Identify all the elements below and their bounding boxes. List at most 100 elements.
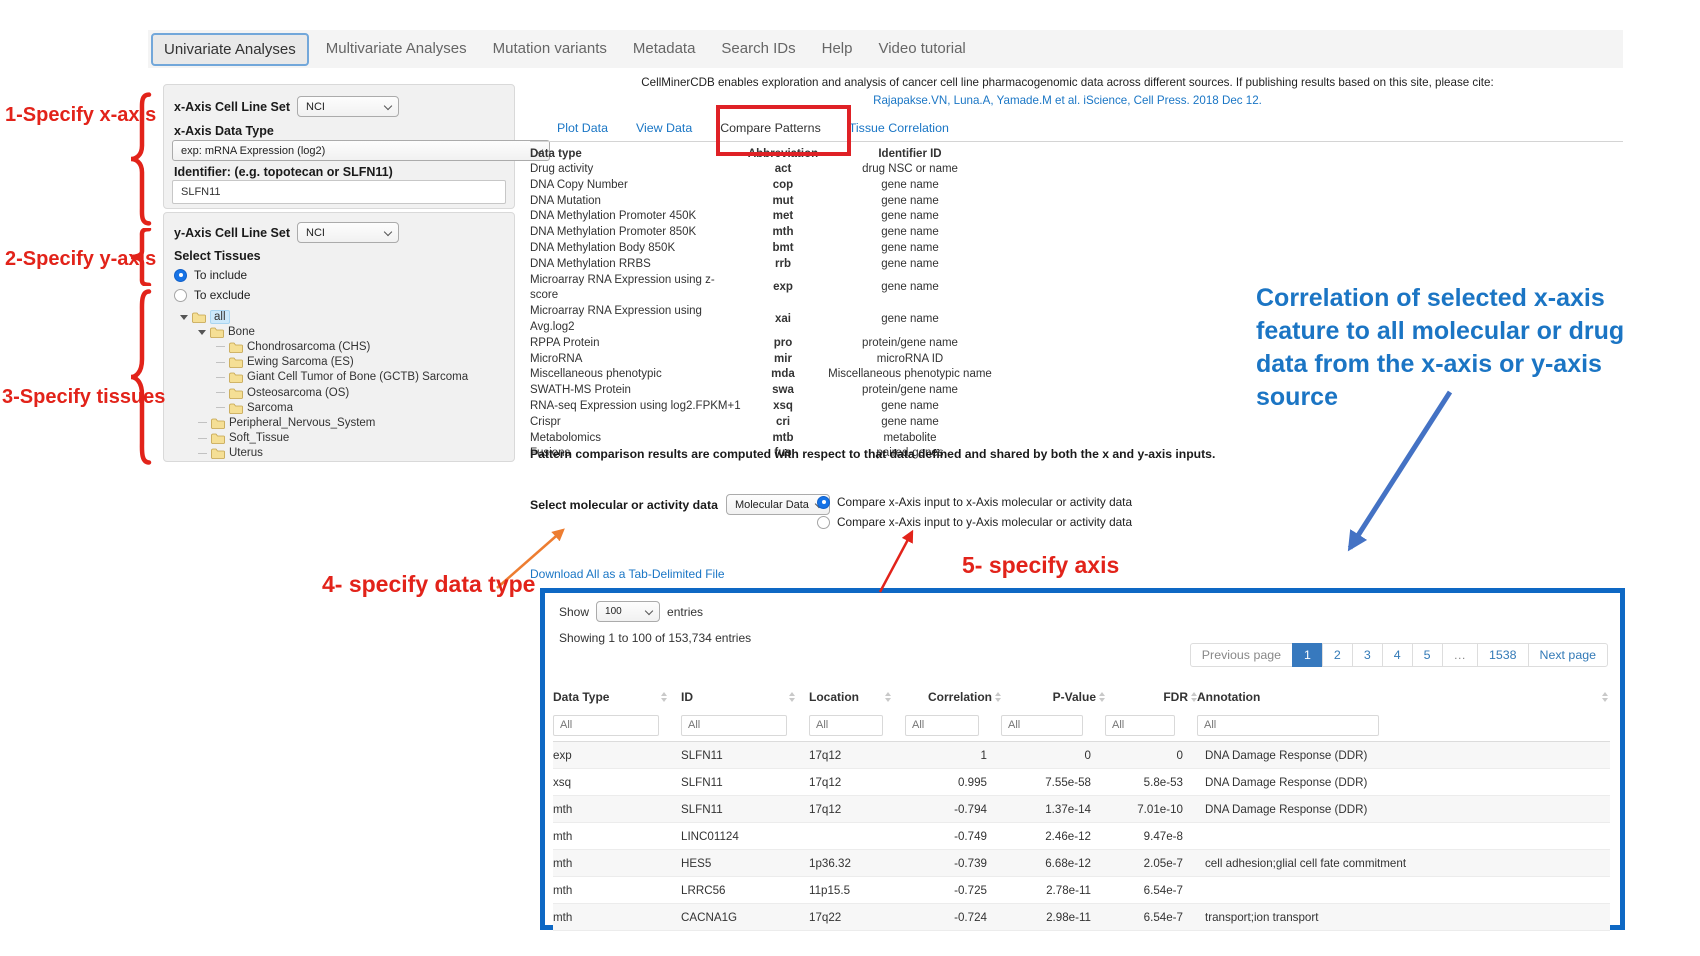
xaxis-data-type-select[interactable]: exp: mRNA Expression (log2) xyxy=(172,140,550,161)
tree-expand-icon[interactable] xyxy=(198,329,206,339)
annotation-step4: 4- specify data type xyxy=(322,571,536,597)
page-button-1538[interactable]: 1538 xyxy=(1476,643,1529,667)
datatype-cell: fus xyxy=(774,447,792,460)
datatype-cell: bmt xyxy=(772,241,794,254)
page-button-5[interactable]: 5 xyxy=(1411,643,1443,667)
radio-unselected-icon[interactable] xyxy=(817,515,830,529)
datatype-cell: protein/gene name xyxy=(862,384,958,397)
datatype-cell: drug NSC or name xyxy=(862,163,958,175)
sort-icon[interactable] xyxy=(661,689,667,705)
results-header-id[interactable]: ID xyxy=(681,689,809,705)
tree-connector-line xyxy=(216,392,225,394)
sort-icon[interactable] xyxy=(1602,689,1608,705)
tree-item-osteosarcoma-os[interactable]: Osteosarcoma (OS) xyxy=(174,385,510,400)
nav-tab-mutation-variants[interactable]: Mutation variants xyxy=(492,40,607,57)
page-button-1[interactable]: 1 xyxy=(1292,643,1323,667)
tree-item-sarcoma[interactable]: Sarcoma xyxy=(174,400,510,415)
subtab-compare-patterns[interactable]: Compare Patterns xyxy=(720,121,821,135)
exclude-radio-label: To exclude xyxy=(194,288,251,302)
cell-location: 17q12 xyxy=(809,802,842,816)
tree-item-uterus[interactable]: Uterus xyxy=(174,446,510,461)
tissue-tree: all Bone Chondrosarcoma (CHS) Ewing Sarcoma… xyxy=(174,309,510,461)
nav-tab-search-ids[interactable]: Search IDs xyxy=(721,40,796,57)
nav-tab-multivariate-analyses[interactable]: Multivariate Analyses xyxy=(325,40,467,57)
xaxis-cell-line-set-select[interactable]: NCI xyxy=(297,96,400,117)
page-button-[interactable]: … xyxy=(1441,643,1478,667)
page-button-3[interactable]: 3 xyxy=(1351,643,1383,667)
datatype-cell: Miscellaneous phenotypic name xyxy=(828,368,992,381)
radio-selected-icon[interactable] xyxy=(174,268,187,282)
tree-expand-icon[interactable] xyxy=(180,314,188,324)
results-header-fdr[interactable]: FDR xyxy=(1105,689,1197,705)
page-button-next-page[interactable]: Next page xyxy=(1527,643,1608,667)
nav-tab-video-tutorial[interactable]: Video tutorial xyxy=(878,40,966,57)
filter-input-id[interactable] xyxy=(681,714,787,736)
download-tab-delimited-link[interactable]: Download All as a Tab-Delimited File xyxy=(530,567,725,581)
results-header-correlation[interactable]: Correlation xyxy=(905,689,1001,705)
tree-item-label: Uterus xyxy=(229,447,263,460)
identifier-input[interactable] xyxy=(172,180,506,204)
annotation-step5: 5- specify axis xyxy=(962,552,1120,578)
radio-unselected-icon[interactable] xyxy=(174,288,187,302)
results-header-location[interactable]: Location xyxy=(809,689,905,705)
tree-item-giant-cell-tumor-of-bone-gctb-sarcoma[interactable]: Giant Cell Tumor of Bone (GCTB) Sarcoma xyxy=(174,370,510,385)
axis-compare-radio[interactable]: Compare x-Axis input to x-Axis molecular… xyxy=(817,492,1132,512)
tree-item-bone[interactable]: Bone xyxy=(174,324,510,339)
cell-location: 17q22 xyxy=(809,910,842,924)
datatype-cell: metabolite xyxy=(883,431,937,444)
tissues-include-radio[interactable]: To include xyxy=(174,268,247,282)
brace-annotation-xaxis xyxy=(127,92,153,226)
sort-icon[interactable] xyxy=(1099,689,1105,705)
filter-input-location[interactable] xyxy=(809,714,883,736)
datatype-row: RNA-seq Expression using log2.FPKM+1 xsq g… xyxy=(530,399,996,415)
tree-item-chondrosarcoma-chs[interactable]: Chondrosarcoma (CHS) xyxy=(174,339,510,354)
datatype-cell: mut xyxy=(772,194,794,207)
page-button-previous-page[interactable]: Previous page xyxy=(1189,643,1294,667)
annotation-line: source xyxy=(1256,383,1338,411)
page-length-select[interactable]: 100 xyxy=(596,601,661,622)
tree-item-all[interactable]: all xyxy=(174,309,510,324)
radio-selected-icon[interactable] xyxy=(817,495,830,509)
filter-input-fdr[interactable] xyxy=(1105,714,1175,736)
cell-correlation: -0.794 xyxy=(954,802,987,816)
results-header-p-value[interactable]: P-Value xyxy=(1001,689,1105,705)
results-header-annotation[interactable]: Annotation xyxy=(1197,689,1610,705)
nav-tab-univariate-analyses[interactable]: Univariate Analyses xyxy=(151,32,309,66)
cell-correlation: 1 xyxy=(980,748,987,762)
yaxis-cell-line-set-select[interactable]: NCI xyxy=(297,222,400,243)
filter-input-p-value[interactable] xyxy=(1001,714,1083,736)
molecular-data-select[interactable]: Molecular Data xyxy=(725,494,830,515)
datatype-row: Fusions fus paired-genes xyxy=(530,446,996,462)
include-radio-label: To include xyxy=(194,268,248,282)
filter-input-correlation[interactable] xyxy=(905,714,979,736)
sort-icon[interactable] xyxy=(789,689,795,705)
tree-item-label: Soft_Tissue xyxy=(229,432,290,445)
folder-icon xyxy=(229,403,243,414)
filter-input-data-type[interactable] xyxy=(553,714,659,736)
tree-item-soft-tissue[interactable]: Soft_Tissue xyxy=(174,431,510,446)
page-button-2[interactable]: 2 xyxy=(1321,643,1353,667)
tree-connector-line xyxy=(216,376,225,378)
sort-icon[interactable] xyxy=(1191,689,1197,705)
axis-compare-radio[interactable]: Compare x-Axis input to y-Axis molecular… xyxy=(817,512,1132,532)
tree-connector-line xyxy=(198,437,207,439)
subtab-plot-data[interactable]: Plot Data xyxy=(557,121,608,135)
subtab-view-data[interactable]: View Data xyxy=(635,121,693,135)
tree-item-ewing-sarcoma-es[interactable]: Ewing Sarcoma (ES) xyxy=(174,355,510,370)
header-label: Location xyxy=(809,690,859,704)
results-header-data-type[interactable]: Data Type xyxy=(553,689,681,705)
subtab-tissue-correlation[interactable]: Tissue Correlation xyxy=(848,121,949,135)
tree-item-peripheral-nervous-system[interactable]: Peripheral_Nervous_System xyxy=(174,415,510,430)
sort-icon[interactable] xyxy=(885,689,891,705)
page-button-4[interactable]: 4 xyxy=(1381,643,1413,667)
xaxis-data-type-label: x-Axis Data Type xyxy=(174,124,274,138)
tissues-exclude-radio[interactable]: To exclude xyxy=(174,288,250,302)
datatype-row: DNA Methylation Body 850K bmt gene name xyxy=(530,241,996,257)
sort-icon[interactable] xyxy=(995,689,1001,705)
nav-tab-metadata[interactable]: Metadata xyxy=(632,40,696,57)
cell-data-type: xsq xyxy=(553,775,572,789)
citation-link[interactable]: Rajapakse.VN, Luna.A, Yamade.M et al. iS… xyxy=(873,94,1262,107)
filter-input-annotation[interactable] xyxy=(1197,714,1379,736)
nav-tab-help[interactable]: Help xyxy=(821,40,853,57)
